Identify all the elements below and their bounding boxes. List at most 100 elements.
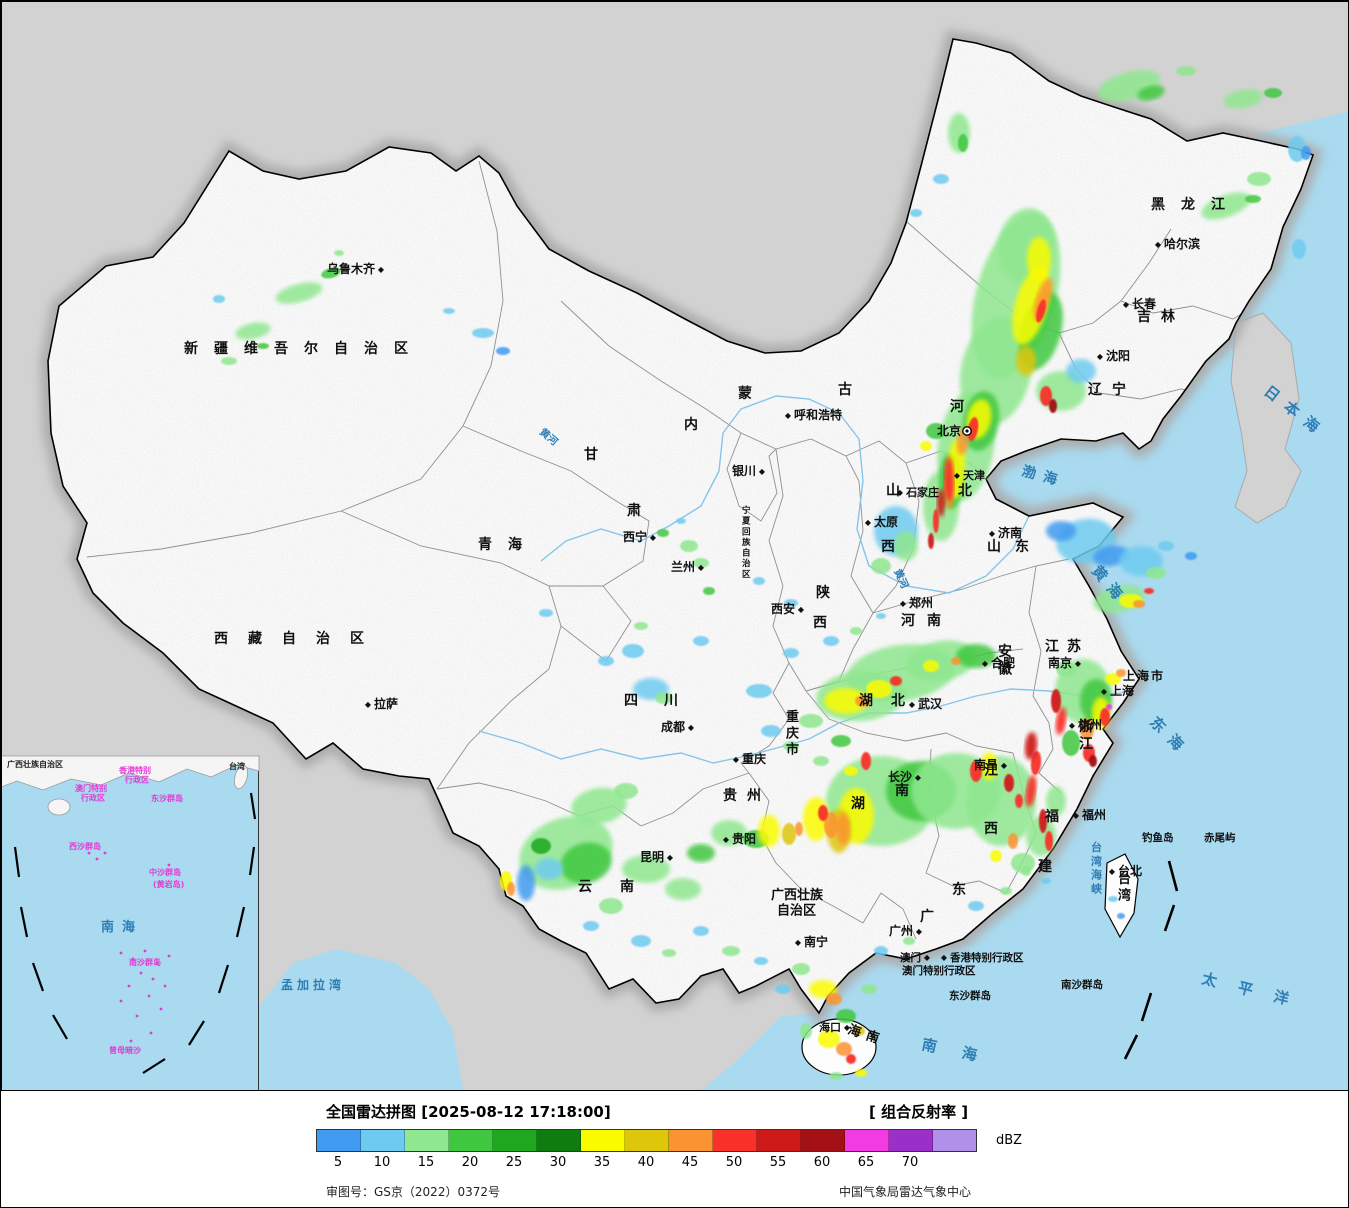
rivers <box>478 395 1140 764</box>
echo-blob <box>443 308 455 314</box>
echo-blob <box>1051 689 1061 713</box>
province-label: 河南 <box>901 612 953 629</box>
echo-blob <box>1158 541 1174 551</box>
city-marker: ◆ <box>795 938 802 947</box>
city-label: 石家庄 <box>905 485 939 499</box>
echo-blob <box>703 587 715 595</box>
province-label: 西 <box>881 539 895 555</box>
city-label: 武汉 <box>918 696 943 711</box>
echo-blob <box>951 657 961 665</box>
province-label: 福 <box>1044 808 1059 825</box>
legend-colorbar <box>316 1129 977 1152</box>
echo-blob <box>531 838 551 854</box>
echo-blob <box>855 695 871 707</box>
city-marker: ◆ <box>1123 300 1130 309</box>
island-label: 南沙群岛 <box>1061 978 1103 991</box>
city-marker: ◆ <box>723 835 730 844</box>
sea-label: 台湾海峡 <box>1091 840 1103 895</box>
echo-blob <box>890 676 902 686</box>
city-label: 上海 <box>1110 683 1134 698</box>
legend-value: 70 <box>901 1155 919 1170</box>
approval-number: 审图号：GS京（2022）0372号 <box>326 1185 500 1199</box>
legend-value: 15 <box>417 1155 435 1170</box>
city-label: 哈尔滨 <box>1164 236 1200 251</box>
city-label: 南京 <box>1048 655 1072 670</box>
echo-blob <box>876 613 886 619</box>
legend-swatch <box>449 1130 493 1151</box>
province-label: 山 <box>886 483 900 499</box>
province-label: 建 <box>1038 858 1052 875</box>
inset-island-dot <box>131 957 135 961</box>
inset-island-dot <box>95 857 99 861</box>
echo-blob <box>680 540 698 552</box>
echo-blob <box>829 1072 843 1080</box>
province-label: 河 <box>950 398 964 415</box>
city-label: 沈阳 <box>1106 348 1130 363</box>
legend-swatch <box>669 1130 713 1151</box>
echo-blob <box>783 741 799 751</box>
province-label: 湖北 <box>859 693 923 709</box>
product-label: [ 组合反射率 ] <box>869 1103 969 1121</box>
city-marker: ◆ <box>954 471 961 480</box>
inset-island-dot <box>87 851 91 855</box>
echo-blob <box>711 820 747 846</box>
inset-label: 东沙群岛 <box>151 793 183 803</box>
echo-blob <box>813 756 829 766</box>
city-marker: ◆ <box>1097 352 1104 361</box>
province-label: 肃 <box>627 502 641 519</box>
inset-island-dot <box>119 999 123 1003</box>
echo-blob <box>657 529 669 537</box>
province-label: 陕 <box>816 584 830 601</box>
province-label: 台湾 <box>1118 871 1131 903</box>
legend-swatch <box>361 1130 405 1151</box>
province-label: 云南 <box>578 878 662 895</box>
echo-blob <box>758 815 780 847</box>
city-label: 广州 <box>889 923 913 938</box>
inset-island-dot <box>163 984 167 988</box>
legend-value: 10 <box>373 1155 391 1170</box>
echo-blob <box>1024 732 1038 760</box>
echo-blob <box>831 735 851 747</box>
echo-blob <box>655 692 673 704</box>
city-label: 成都 <box>661 719 685 734</box>
city-label: 呼和浩特 <box>794 407 842 422</box>
echo-blob <box>970 760 982 782</box>
province-label: 重庆市 <box>785 709 799 758</box>
city-marker: ◆ <box>900 599 907 608</box>
echo-blob <box>1100 708 1110 726</box>
echo-blob <box>614 783 638 799</box>
city-marker: ◆ <box>989 529 996 538</box>
echo-blob <box>693 926 709 936</box>
echo-blob <box>665 878 701 900</box>
inset-mainland <box>1 755 260 791</box>
inset-island-dot <box>151 977 155 981</box>
echo-blob <box>1247 172 1271 186</box>
inset-island-dot <box>129 1039 133 1043</box>
city-label: 南宁 <box>804 934 828 949</box>
echo-blob <box>517 865 535 901</box>
echo-blob <box>1066 359 1096 383</box>
echo-blob <box>1146 567 1166 579</box>
legend-values: 5 10 15 20 25 30 35 40 45 50 55 60 65 70 <box>316 1155 932 1170</box>
province-label: 西 <box>984 821 998 837</box>
city-label: 拉萨 <box>374 696 398 711</box>
legend-swatch <box>581 1130 625 1151</box>
echo-blob <box>1105 673 1121 685</box>
echo-blob <box>693 558 709 568</box>
echo-blob <box>836 1009 856 1023</box>
city-marker: ◆ <box>897 488 904 497</box>
echo-blob <box>775 984 791 994</box>
legend-value: 60 <box>813 1155 831 1170</box>
province-label: 黑龙江 <box>1151 196 1241 213</box>
echo-blob <box>871 558 891 574</box>
echo-blob <box>321 267 341 279</box>
province-label: 广西壮族自治区 <box>771 887 824 919</box>
city-marker: ◆ <box>915 773 922 782</box>
province-label: 甘 <box>584 446 598 463</box>
echo-blob <box>1016 346 1036 376</box>
city-label: 昆明 <box>640 850 664 864</box>
echo-blob <box>1137 85 1165 101</box>
province-label: 蒙 <box>738 385 752 402</box>
city-label: 香港特别行政区 <box>949 951 1024 964</box>
legend-value: 40 <box>637 1155 655 1170</box>
